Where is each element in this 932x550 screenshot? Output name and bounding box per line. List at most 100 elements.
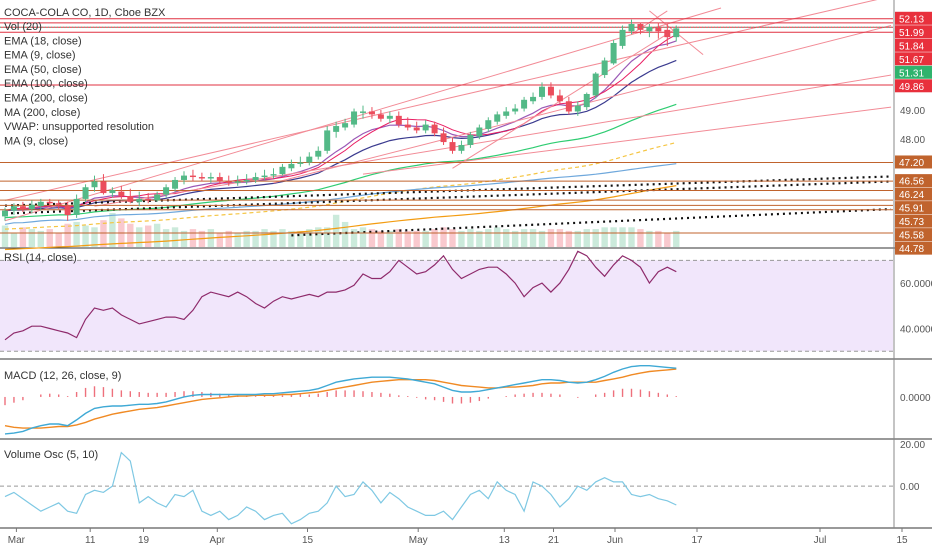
- volume-bar: [162, 229, 170, 247]
- candle-body[interactable]: [163, 187, 170, 195]
- volume-bar: [261, 229, 268, 247]
- volume-bar: [431, 229, 438, 247]
- candle-body[interactable]: [637, 24, 644, 30]
- candle-body[interactable]: [261, 175, 268, 178]
- rsi-pane[interactable]: RSI (14, close): [0, 250, 893, 352]
- volume-bar: [1, 225, 9, 247]
- candle-body[interactable]: [565, 101, 572, 112]
- candle-body[interactable]: [225, 181, 232, 183]
- candle-body[interactable]: [628, 24, 635, 32]
- candle-body[interactable]: [100, 181, 107, 194]
- candle-body[interactable]: [2, 210, 8, 217]
- candle-body[interactable]: [610, 42, 617, 64]
- candle-body[interactable]: [458, 144, 465, 151]
- candle-body[interactable]: [82, 187, 89, 199]
- candle-body[interactable]: [297, 162, 304, 164]
- candle-body[interactable]: [664, 29, 671, 38]
- candle-body[interactable]: [601, 60, 608, 76]
- volume-bar: [601, 227, 608, 247]
- candle-body[interactable]: [655, 26, 662, 32]
- candle-body[interactable]: [431, 124, 438, 134]
- candle-body[interactable]: [583, 93, 590, 108]
- candle-body[interactable]: [136, 198, 143, 202]
- candle-body[interactable]: [592, 73, 599, 96]
- candle-body[interactable]: [619, 29, 626, 46]
- legend-item: EMA (200, close): [4, 93, 88, 105]
- candle-body[interactable]: [539, 86, 545, 97]
- candle-body[interactable]: [547, 86, 554, 96]
- candle-body[interactable]: [360, 111, 366, 113]
- candle-body[interactable]: [333, 126, 340, 132]
- candle-body[interactable]: [37, 201, 44, 207]
- candle-body[interactable]: [64, 205, 71, 215]
- candle-body[interactable]: [306, 156, 313, 163]
- volume-osc-pane[interactable]: Volume Osc (5, 10): [0, 449, 893, 525]
- candle-body[interactable]: [234, 181, 241, 183]
- candle-body[interactable]: [252, 177, 259, 180]
- candle-body[interactable]: [368, 111, 375, 115]
- x-tick-label: May: [409, 535, 428, 546]
- candle-body[interactable]: [351, 111, 358, 125]
- x-tick-label: Jul: [814, 535, 827, 546]
- candle-body[interactable]: [207, 177, 214, 179]
- candle-body[interactable]: [324, 130, 331, 151]
- candle-body[interactable]: [46, 201, 53, 204]
- candle-body[interactable]: [28, 204, 35, 210]
- candle-body[interactable]: [673, 28, 680, 38]
- legend-item: VWAP: unsupported resolution: [4, 121, 154, 133]
- candle-body[interactable]: [485, 120, 492, 129]
- candle-body[interactable]: [395, 115, 402, 125]
- macd-pane[interactable]: MACD (12, 26, close, 9): [4, 365, 677, 435]
- candle-body[interactable]: [91, 181, 98, 188]
- candle-body[interactable]: [467, 134, 474, 145]
- candle-body[interactable]: [386, 115, 393, 119]
- candle-body[interactable]: [342, 123, 349, 128]
- candle-body[interactable]: [413, 127, 420, 131]
- candle-body[interactable]: [556, 95, 563, 102]
- candle-body[interactable]: [243, 179, 250, 182]
- candle-body[interactable]: [189, 175, 196, 178]
- volume-bar: [28, 229, 36, 247]
- legend-item: Vol (20): [4, 21, 42, 33]
- candle-body[interactable]: [181, 175, 187, 180]
- candle-body[interactable]: [10, 206, 17, 211]
- candle-body[interactable]: [154, 194, 161, 201]
- legend-item: EMA (50, close): [4, 64, 82, 76]
- volume-bar: [243, 230, 250, 247]
- candle-body[interactable]: [198, 177, 205, 179]
- candle-body[interactable]: [216, 177, 223, 182]
- candle-body[interactable]: [377, 114, 384, 119]
- candle-body[interactable]: [279, 166, 286, 175]
- candle-body[interactable]: [494, 114, 501, 122]
- macd-tick-label: 0.0000: [900, 393, 931, 404]
- candle-body[interactable]: [127, 195, 134, 202]
- ma-9-line: [4, 34, 677, 212]
- volume-bar: [368, 229, 376, 247]
- candle-body[interactable]: [19, 206, 26, 210]
- candle-body[interactable]: [449, 142, 456, 151]
- candle-body[interactable]: [646, 26, 653, 32]
- candle-body[interactable]: [503, 111, 510, 116]
- candle-body[interactable]: [574, 105, 581, 112]
- candle-body[interactable]: [521, 99, 528, 109]
- candle-body[interactable]: [404, 124, 411, 128]
- macd-title: MACD (12, 26, close, 9): [4, 370, 121, 382]
- candle-body[interactable]: [109, 190, 116, 194]
- candle-body[interactable]: [118, 191, 125, 196]
- candle-body[interactable]: [530, 96, 537, 102]
- candle-body[interactable]: [476, 127, 483, 137]
- candle-body[interactable]: [288, 163, 295, 169]
- candle-body[interactable]: [422, 124, 429, 131]
- candle-body[interactable]: [440, 133, 447, 143]
- x-tick-label: Apr: [210, 535, 226, 546]
- price-pane[interactable]: [0, 0, 893, 251]
- candle-body[interactable]: [73, 198, 80, 215]
- candle-body[interactable]: [315, 150, 322, 157]
- candle-body[interactable]: [512, 108, 519, 112]
- volume-bar: [73, 221, 80, 247]
- candle-body[interactable]: [55, 203, 62, 205]
- candle-body[interactable]: [172, 179, 179, 189]
- candle-body[interactable]: [145, 198, 152, 201]
- candle-body[interactable]: [270, 174, 277, 176]
